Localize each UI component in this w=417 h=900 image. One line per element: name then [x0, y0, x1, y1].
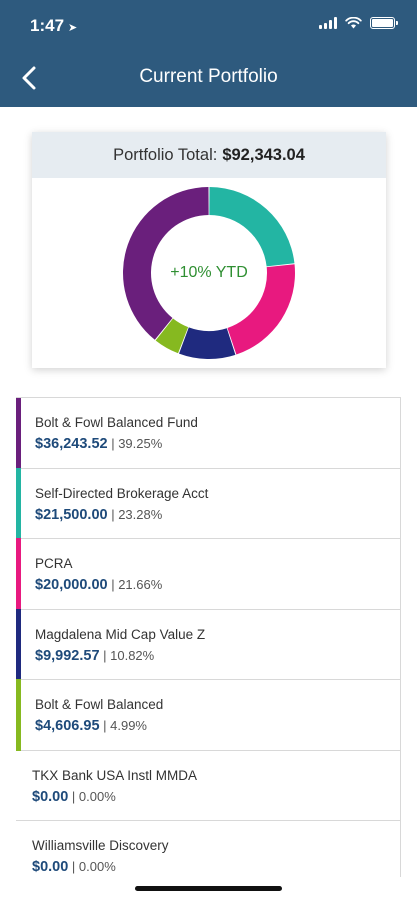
donut-slice	[123, 187, 209, 340]
ytd-label: +10% YTD	[170, 264, 248, 281]
home-indicator	[135, 886, 282, 891]
holding-value-line: $0.00 | 0.00%	[32, 789, 400, 805]
holding-name: Williamsville Discovery	[32, 838, 169, 853]
holding-amount: $20,000.00	[35, 577, 108, 593]
holding-row[interactable]: Self-Directed Brokerage Acct $21,500.00 |…	[16, 467, 401, 539]
allocation-donut-chart: +10% YTD	[32, 178, 386, 368]
holding-name: Bolt & Fowl Balanced Fund	[35, 415, 198, 430]
donut-slice	[227, 264, 295, 355]
portfolio-total-value: $92,343.04	[222, 145, 305, 164]
holding-percent: 4.99%	[110, 718, 147, 733]
holding-amount: $0.00	[32, 859, 69, 875]
holding-row[interactable]: Bolt & Fowl Balanced Fund $36,243.52 | 39…	[16, 398, 401, 469]
holding-row[interactable]: Williamsville Discovery $0.00 | 0.00%	[16, 821, 401, 877]
cellular-signal-icon	[319, 17, 337, 29]
holding-separator: |	[107, 436, 119, 451]
holding-row[interactable]: Bolt & Fowl Balanced $4,606.95 | 4.99%	[16, 679, 401, 751]
donut-slice	[209, 187, 295, 267]
holding-name: Magdalena Mid Cap Value Z	[35, 626, 206, 642]
portfolio-total-label: Portfolio Total:	[113, 145, 218, 164]
page-title: Current Portfolio	[139, 66, 278, 87]
holding-value-line: $36,243.52 | 39.25%	[35, 436, 400, 452]
holding-value-line: $0.00 | 0.00%	[32, 859, 400, 875]
holding-name: Bolt & Fowl Balanced	[35, 697, 164, 712]
location-arrow-icon: ➤	[68, 22, 78, 34]
donut-slice	[155, 318, 189, 354]
holding-name: Self-Directed Brokerage Acct	[35, 485, 209, 501]
holding-color-bar	[16, 398, 21, 469]
holding-separator: |	[107, 506, 119, 522]
holding-row[interactable]: PCRA $20,000.00 | 21.66%	[16, 538, 401, 610]
holding-value-line: $9,992.57 | 10.82%	[35, 648, 400, 664]
holding-color-bar	[16, 538, 21, 610]
holding-name: TKX Bank USA Instl MMDA	[32, 767, 198, 783]
holding-row[interactable]: Magdalena Mid Cap Value Z $9,992.57 | 10.…	[16, 608, 401, 680]
holding-color-bar	[16, 679, 21, 751]
holding-percent: 21.66%	[118, 577, 163, 592]
donut-chart-svg: +10% YTD	[123, 187, 295, 359]
portfolio-total-header: Portfolio Total: $92,343.04	[32, 132, 386, 178]
holding-amount: $0.00	[32, 788, 69, 805]
holding-name: PCRA	[35, 556, 73, 571]
holding-separator: |	[68, 859, 79, 874]
donut-slice	[179, 327, 236, 359]
holding-separator: |	[107, 577, 119, 592]
holding-percent: 10.82%	[110, 647, 155, 663]
holding-separator: |	[99, 718, 111, 733]
holding-amount: $36,243.52	[35, 436, 108, 452]
battery-icon	[370, 17, 398, 29]
clock-time: 1:47	[30, 16, 65, 35]
holding-amount: $21,500.00	[35, 506, 108, 523]
holding-percent: 0.00%	[78, 859, 116, 874]
holding-percent: 0.00%	[78, 788, 116, 804]
holding-value-line: $21,500.00 | 23.28%	[35, 507, 400, 523]
holding-row[interactable]: TKX Bank USA Instl MMDA $0.00 | 0.00%	[16, 750, 401, 821]
holding-color-bar	[16, 467, 21, 539]
app-header: 1:47 ➤ Current Portfolio	[0, 0, 417, 107]
status-bar-icons	[319, 17, 398, 29]
wifi-icon	[345, 17, 362, 29]
chevron-left-icon	[22, 66, 36, 90]
holdings-list: Bolt & Fowl Balanced Fund $36,243.52 | 39…	[16, 397, 401, 877]
holding-amount: $9,992.57	[35, 647, 100, 664]
holding-percent: 23.28%	[118, 506, 163, 522]
holding-amount: $4,606.95	[35, 718, 100, 734]
back-button[interactable]	[14, 60, 44, 96]
holding-value-line: $4,606.95 | 4.99%	[35, 718, 400, 734]
portfolio-summary-card: Portfolio Total: $92,343.04 +10% YTD	[32, 132, 386, 368]
holding-separator: |	[68, 788, 79, 804]
holding-color-bar	[16, 608, 21, 680]
holding-separator: |	[99, 647, 111, 663]
holding-value-line: $20,000.00 | 21.66%	[35, 577, 400, 593]
holding-percent: 39.25%	[118, 436, 163, 451]
status-bar-time: 1:47 ➤	[30, 16, 77, 36]
